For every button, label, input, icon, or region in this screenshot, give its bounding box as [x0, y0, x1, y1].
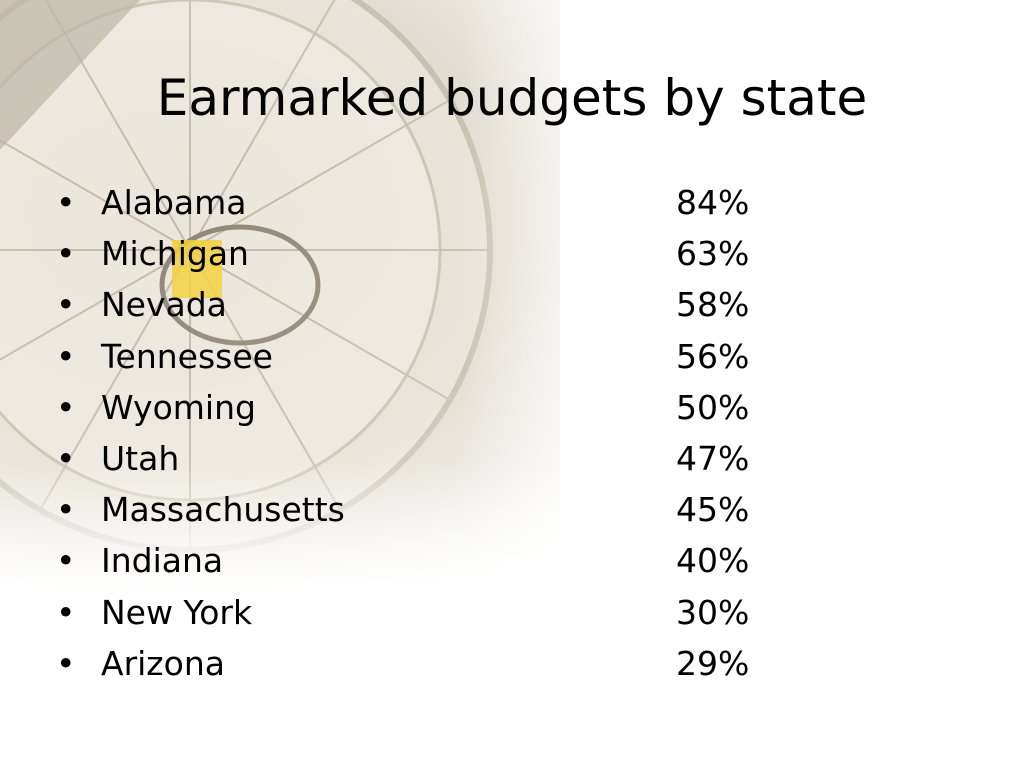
- list-item: • Tennessee 56%: [56, 331, 816, 382]
- list-item: • Nevada 58%: [56, 279, 816, 330]
- state-name: Massachusetts: [101, 490, 345, 530]
- bullet-icon: •: [56, 183, 76, 222]
- state-percent: 47%: [676, 438, 750, 478]
- list-item: • Michigan 63%: [56, 228, 816, 279]
- state-name: Utah: [101, 438, 180, 478]
- state-name: New York: [101, 592, 253, 632]
- state-percent: 30%: [676, 592, 750, 632]
- state-percent: 84%: [676, 183, 750, 222]
- bullet-icon: •: [56, 387, 76, 427]
- state-budget-list: • Alabama 84% • Michigan 63% • Nevada 58…: [56, 177, 816, 689]
- list-item: • Massachusetts 45%: [56, 484, 816, 535]
- bullet-icon: •: [56, 541, 76, 581]
- state-name: Wyoming: [101, 387, 256, 427]
- state-name: Michigan: [101, 234, 249, 274]
- bullet-icon: •: [56, 592, 76, 632]
- list-item: • Utah 47%: [56, 433, 816, 484]
- bullet-icon: •: [56, 234, 76, 274]
- bullet-icon: •: [56, 285, 76, 325]
- state-percent: 58%: [676, 285, 750, 325]
- state-name: Indiana: [101, 541, 224, 581]
- state-percent: 63%: [676, 234, 750, 274]
- state-percent: 50%: [676, 387, 750, 427]
- bullet-icon: •: [56, 336, 76, 376]
- list-item: • Arizona 29%: [56, 638, 816, 689]
- list-item: • Alabama 84%: [56, 177, 816, 228]
- state-name: Arizona: [101, 643, 225, 683]
- state-percent: 40%: [676, 541, 750, 581]
- bullet-icon: •: [56, 490, 76, 530]
- bullet-icon: •: [56, 438, 76, 478]
- list-item: • Indiana 40%: [56, 535, 816, 586]
- list-item: • Wyoming 50%: [56, 382, 816, 433]
- state-name: Nevada: [101, 285, 227, 325]
- bullet-icon: •: [56, 643, 76, 683]
- slide-title: Earmarked budgets by state: [156, 69, 868, 127]
- state-percent: 29%: [676, 643, 750, 683]
- state-percent: 56%: [676, 336, 750, 376]
- state-percent: 45%: [676, 490, 750, 530]
- state-name: Alabama: [101, 183, 247, 222]
- state-name: Tennessee: [101, 336, 273, 376]
- list-item: • New York 30%: [56, 587, 816, 638]
